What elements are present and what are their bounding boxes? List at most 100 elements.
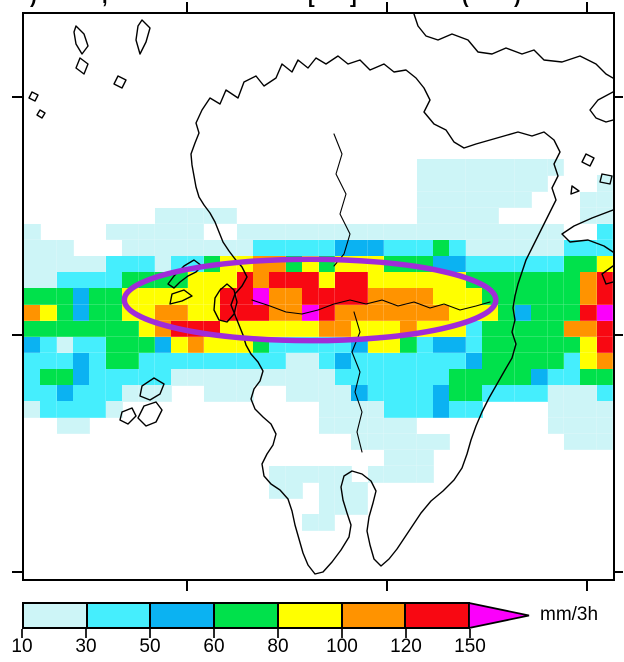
- heatmap-cell: [73, 353, 90, 370]
- title-fragment: ): [30, 0, 37, 9]
- heatmap-cell: [531, 369, 549, 386]
- heatmap-cell: [40, 272, 58, 289]
- heatmap-cell: [514, 304, 532, 322]
- heatmap-cell: [383, 320, 401, 338]
- heatmap-cell: [547, 385, 565, 402]
- heatmap-cell: [334, 482, 352, 499]
- heatmap-cell: [269, 304, 287, 322]
- heatmap-cell: [465, 336, 483, 354]
- heatmap-cell: [596, 304, 614, 322]
- heatmap-cell: [531, 320, 549, 338]
- heatmap-cell: [514, 336, 532, 354]
- heatmap-cell: [563, 288, 581, 306]
- heatmap-cell: [203, 369, 221, 386]
- heatmap-cell: [563, 369, 581, 386]
- heatmap-cell: [285, 272, 303, 289]
- heatmap-cell: [24, 223, 41, 241]
- heatmap-cell: [465, 369, 483, 386]
- heatmap-cell: [563, 353, 581, 370]
- heatmap-cell: [498, 288, 516, 306]
- heatmap-cell: [105, 369, 123, 386]
- heatmap-cell: [334, 385, 352, 402]
- heatmap-cell: [318, 482, 336, 499]
- heatmap-cell: [40, 256, 58, 273]
- heatmap-cell: [531, 240, 549, 257]
- colorbar-tick-label: 10: [11, 636, 33, 657]
- map-tick-left: [12, 334, 22, 336]
- heatmap-cell: [465, 353, 483, 370]
- heatmap-cell: [351, 498, 369, 515]
- heatmap-cell: [73, 417, 90, 435]
- heatmap-cell: [596, 223, 614, 241]
- heatmap-cell: [482, 175, 499, 193]
- heatmap-cell: [416, 288, 434, 306]
- heatmap-cell: [482, 385, 499, 402]
- heatmap-cell: [433, 369, 450, 386]
- heatmap-cell: [24, 336, 41, 354]
- map-tick-top: [586, 2, 588, 12]
- colorbar-tick: [21, 629, 23, 638]
- heatmap-cell: [531, 175, 549, 193]
- heatmap-cell: [465, 175, 483, 193]
- heatmap-cell: [482, 159, 499, 176]
- heatmap-cell: [400, 336, 418, 354]
- heatmap-cell: [580, 320, 598, 338]
- title-fragment: ]: [350, 0, 357, 9]
- colorbar-tick: [277, 629, 279, 638]
- heatmap-cell: [416, 223, 434, 241]
- heatmap-cell: [318, 223, 336, 241]
- heatmap-cell: [236, 223, 254, 241]
- heatmap-cell: [154, 223, 172, 241]
- clipped-title-fragments: ), [] () ': [0, 0, 624, 10]
- heatmap-cell: [498, 175, 516, 193]
- heatmap-cell: [253, 240, 270, 257]
- heatmap-cell: [24, 256, 41, 273]
- heatmap-cell: [89, 353, 107, 370]
- heatmap-cell: [220, 353, 238, 370]
- heatmap-cell: [122, 320, 140, 338]
- heatmap-cell: [383, 417, 401, 435]
- heatmap-cell: [105, 223, 123, 241]
- heatmap-cell: [563, 256, 581, 273]
- heatmap-cell: [400, 417, 418, 435]
- heatmap-cell: [433, 288, 450, 306]
- heatmap-cell: [433, 175, 450, 193]
- heatmap-cell: [269, 353, 287, 370]
- heatmap-cell: [580, 336, 598, 354]
- heatmap-cell: [154, 385, 172, 402]
- heatmap-cell: [138, 256, 156, 273]
- heatmap-cell: [56, 353, 74, 370]
- heatmap-cell: [482, 256, 499, 273]
- heatmap-cell: [302, 304, 319, 322]
- colorbar-segment: [87, 604, 152, 627]
- heatmap-cell: [416, 207, 434, 225]
- heatmap-cell: [563, 240, 581, 257]
- heatmap-cell: [367, 369, 385, 386]
- heatmap-cell: [253, 320, 270, 338]
- heatmap-cell: [269, 466, 287, 483]
- heatmap-cell: [383, 353, 401, 370]
- heatmap-cell: [285, 320, 303, 338]
- heatmap-cell: [449, 336, 467, 354]
- map-tick-bottom: [586, 581, 588, 591]
- heatmap-cell: [449, 288, 467, 306]
- heatmap-cell: [203, 288, 221, 306]
- heatmap-cell: [171, 240, 189, 257]
- heatmap-cell: [596, 336, 614, 354]
- heatmap-cell: [416, 304, 434, 322]
- heatmap-cell: [318, 514, 336, 532]
- heatmap-cell: [318, 288, 336, 306]
- heatmap-cell: [449, 256, 467, 273]
- heatmap-cell: [236, 369, 254, 386]
- heatmap-cell: [580, 433, 598, 451]
- heatmap-cell: [465, 401, 483, 419]
- heatmap-cell: [498, 353, 516, 370]
- heatmap-cell: [416, 159, 434, 176]
- heatmap-cell: [433, 385, 450, 402]
- heatmap-cell: [531, 288, 549, 306]
- colorbar-segment: [151, 604, 216, 627]
- heatmap-cell: [580, 401, 598, 419]
- heatmap-cell: [318, 417, 336, 435]
- heatmap-cell: [547, 353, 565, 370]
- heatmap-cell: [318, 498, 336, 515]
